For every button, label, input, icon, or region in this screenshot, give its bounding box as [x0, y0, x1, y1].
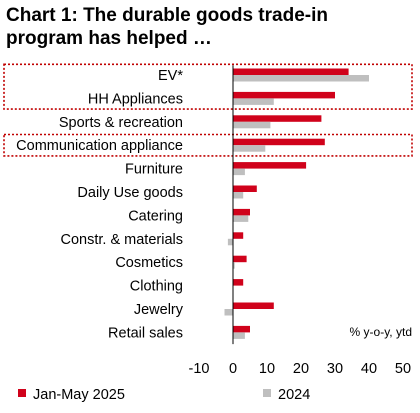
highlight-box-2 [3, 133, 413, 157]
x-tick-label-0: 0 [229, 361, 237, 377]
x-tick-label-50: 50 [395, 361, 411, 377]
bar-2024-ev [233, 75, 369, 82]
category-label-clothing: Clothing [130, 279, 183, 295]
bar-2024-daily-use-goods [233, 192, 244, 199]
category-label-retail-sales: Retail sales [108, 325, 183, 341]
bar-2024-furniture [233, 168, 245, 176]
legend-swatch [18, 389, 26, 397]
highlight-box-1 [3, 63, 413, 110]
bar-jan-may-2025-catering [233, 208, 250, 216]
legend-swatch [263, 389, 271, 397]
category-label-sports-recreation: Sports & recreation [59, 115, 183, 131]
category-label-ev: EV* [158, 68, 183, 84]
legend-label: 2024 [278, 387, 310, 403]
bar-jan-may-2025-clothing [233, 279, 244, 286]
bar-jan-may-2025-retail-sales [233, 325, 250, 333]
bar-jan-may-2025-ev [233, 68, 349, 75]
legend-item-2024: 2024 [263, 387, 310, 403]
category-label-cosmetics: Cosmetics [115, 255, 183, 271]
legend-item-jan-may-2025: Jan-May 2025 [18, 387, 125, 403]
category-label-furniture: Furniture [125, 162, 183, 178]
bar-jan-may-2025-furniture [233, 162, 307, 169]
x-tick-label-10: -10 [189, 361, 210, 377]
category-label-hh-appliances: HH Appliances [88, 91, 183, 107]
x-tick-label-40: 40 [361, 361, 377, 377]
bar-2024-communication-appliance [233, 145, 266, 152]
bar-2024-retail-sales [233, 332, 245, 339]
category-label-daily-use-goods: Daily Use goods [77, 185, 183, 201]
bar-jan-may-2025-sports-recreation [233, 115, 322, 122]
unit-label: % y-o-y, ytd [350, 325, 412, 339]
bar-2024-jewelry [224, 309, 233, 316]
bar-jan-may-2025-jewelry [233, 302, 274, 309]
bar-2024-sports-recreation [233, 121, 271, 129]
chart-title-line-2: program has helped … [6, 28, 212, 49]
bar-jan-may-2025-communication-appliance [233, 138, 325, 146]
chart-title: Chart 1: The durable goods trade-in prog… [6, 4, 416, 50]
category-labels: EV* HH Appliances Sports & recreation Commu… [16, 68, 184, 341]
legend: Jan-May 2025 2024 [18, 387, 310, 403]
x-tick-label-30: 30 [327, 361, 343, 377]
highlight-boxes [3, 63, 413, 157]
category-label-constr-materials: Constr. & materials [61, 232, 184, 248]
bar-jan-may-2025-daily-use-goods [233, 185, 257, 192]
bars [224, 68, 369, 339]
category-label-catering: Catering [128, 208, 183, 224]
x-tick-labels: -10 0 10 20 30 40 50 [189, 361, 412, 377]
bar-jan-may-2025-hh-appliances [233, 91, 335, 99]
bar-2024-catering [233, 215, 249, 222]
category-label-jewelry: Jewelry [134, 302, 184, 318]
bar-jan-may-2025-cosmetics [233, 255, 247, 263]
chart-title-line-1: Chart 1: The durable goods trade-in [6, 5, 328, 26]
bar-2024-constr-materials [227, 238, 233, 246]
bar-jan-may-2025-constr-materials [233, 232, 244, 239]
category-label-communication-appliance: Communication appliance [16, 138, 183, 154]
bar-2024-hh-appliances [233, 98, 274, 105]
legend-label: Jan-May 2025 [33, 387, 125, 403]
x-tick-label-20: 20 [293, 361, 309, 377]
x-tick-label-10: 10 [259, 361, 275, 377]
bar-2024-cosmetics [233, 262, 235, 269]
